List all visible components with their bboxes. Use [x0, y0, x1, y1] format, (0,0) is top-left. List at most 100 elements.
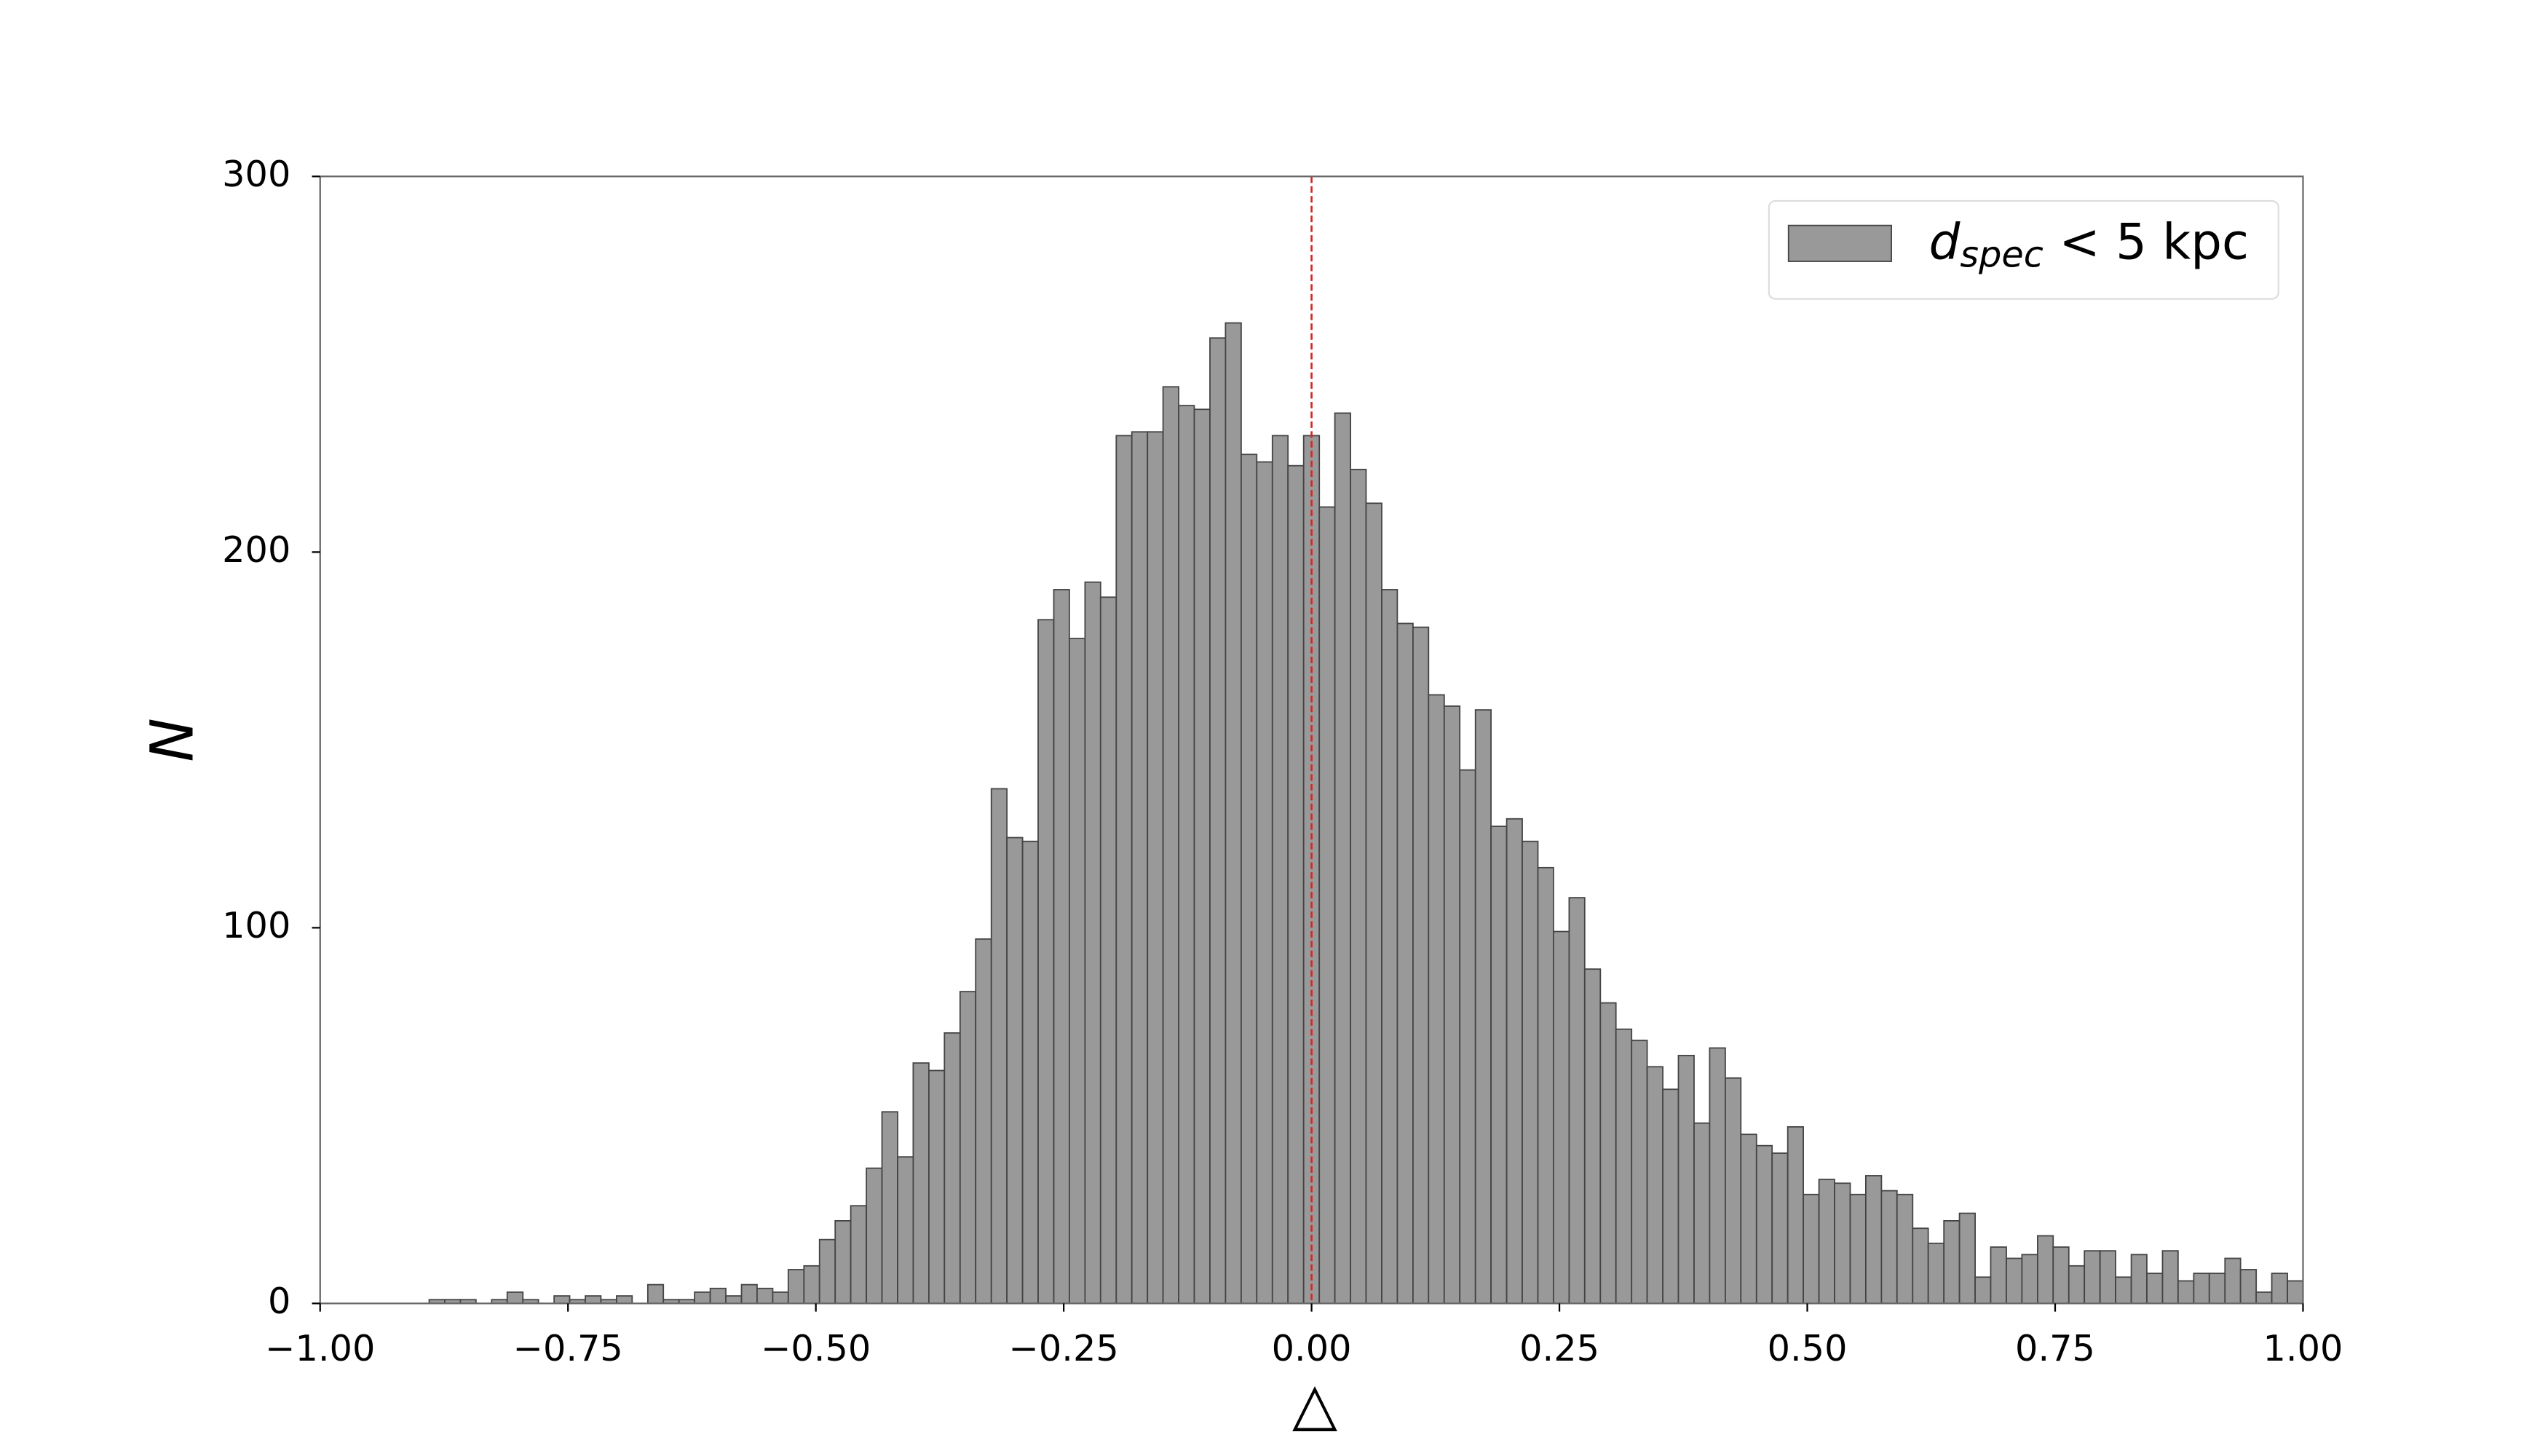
histogram-bar	[1662, 1088, 1679, 1305]
histogram-bar	[2193, 1273, 2210, 1305]
x-tick-label: 1.00	[2263, 1327, 2343, 1369]
histogram-bar	[2068, 1265, 2086, 1305]
legend: dspec < 5 kpc	[1768, 199, 2279, 300]
histogram-bar	[1256, 461, 1273, 1305]
histogram-bar	[1178, 405, 1195, 1305]
histogram-bar	[694, 1291, 711, 1305]
x-tick-label: −1.00	[265, 1327, 375, 1369]
histogram-bar	[2115, 1276, 2132, 1305]
histogram-bar	[1709, 1047, 1726, 1305]
histogram-bar	[787, 1269, 805, 1305]
histogram-bar	[1943, 1219, 1961, 1305]
histogram-bar	[1740, 1133, 1757, 1305]
histogram-bar	[1568, 897, 1586, 1305]
histogram-bar	[912, 1062, 930, 1305]
histogram-bar	[1834, 1182, 1851, 1305]
histogram-bar	[2177, 1280, 2195, 1305]
histogram-bar	[1224, 322, 1242, 1305]
histogram-bar	[646, 1283, 665, 1305]
histogram-bar	[850, 1205, 868, 1305]
histogram-bar	[1803, 1193, 1820, 1305]
histogram-bar	[2084, 1250, 2101, 1305]
histogram-bar	[1771, 1152, 1789, 1305]
histogram-bar	[2255, 1291, 2273, 1305]
y-tick-label: 100	[222, 904, 290, 946]
x-tick-label: 0.25	[1519, 1327, 1599, 1369]
histogram-bar	[772, 1291, 789, 1305]
histogram-bar	[1334, 412, 1352, 1305]
histogram-bar	[943, 1032, 961, 1305]
histogram-bar	[1318, 506, 1336, 1305]
histogram-bar	[990, 788, 1008, 1305]
histogram-bar	[740, 1283, 758, 1305]
histogram-bar	[2271, 1273, 2288, 1305]
histogram-bar	[1443, 705, 1461, 1305]
y-tick-label: 300	[222, 153, 290, 195]
histogram-bar	[1818, 1179, 1835, 1305]
histogram-bar	[1021, 840, 1039, 1305]
histogram-bar	[1162, 386, 1180, 1305]
histogram-bar	[506, 1291, 524, 1305]
histogram-bar	[1522, 840, 1539, 1305]
x-axis-label: △	[1292, 1370, 1337, 1439]
histogram-bar	[553, 1295, 571, 1305]
y-tick-label: 0	[268, 1280, 290, 1322]
histogram-bar	[2130, 1254, 2148, 1305]
histogram-bar	[1474, 709, 1492, 1305]
histogram-bar	[1459, 769, 1476, 1305]
histogram-bar	[928, 1069, 946, 1305]
histogram-bar	[2036, 1235, 2054, 1305]
histogram-bar	[1583, 968, 1602, 1305]
histogram-bar	[1677, 1054, 1695, 1305]
histogram-bar	[2052, 1246, 2070, 1305]
histogram-bar	[2208, 1273, 2226, 1305]
histogram-bar	[1099, 596, 1117, 1305]
histogram-bar	[1631, 1040, 1648, 1305]
histogram-bar	[2021, 1254, 2038, 1305]
legend-box	[1768, 199, 2279, 300]
x-tick-label: −0.25	[1009, 1327, 1119, 1369]
histogram-bar	[1912, 1227, 1929, 1305]
histogram-bar	[881, 1111, 898, 1305]
histogram-bar	[1506, 818, 1523, 1305]
histogram-bar	[1381, 589, 1398, 1305]
histogram-bar	[1646, 1066, 1664, 1305]
histogram-bar	[1490, 826, 1508, 1305]
histogram-bar	[709, 1287, 727, 1305]
histogram-bar	[1896, 1193, 1914, 1305]
histogram-bar	[1302, 435, 1321, 1305]
plot-area: −1.00 −0.75 −0.50 −0.25 0.00 0.25 0.50 0.75 1.00…	[222, 153, 2343, 1369]
histogram-bar	[1037, 619, 1055, 1305]
histogram-bar	[1599, 1002, 1617, 1305]
histogram-bar	[1412, 626, 1430, 1305]
histogram-bar	[2239, 1269, 2258, 1305]
histogram-bar	[818, 1238, 836, 1305]
histogram-bar	[2099, 1250, 2116, 1305]
histogram-bar	[1990, 1246, 2007, 1305]
histogram-bar	[1271, 435, 1289, 1305]
x-tick-label: 0.00	[1272, 1327, 1352, 1369]
histogram-bar	[2146, 1273, 2164, 1305]
x-tick-label: −0.50	[761, 1327, 871, 1369]
legend-label: dspec < 5 kpc	[1929, 213, 2249, 275]
histogram-bar	[1428, 694, 1445, 1305]
y-tick-label: 200	[222, 529, 290, 571]
histogram-bar	[1209, 337, 1227, 1305]
histogram-bar	[1115, 435, 1133, 1305]
legend-swatch	[1787, 224, 1892, 262]
histogram-bar	[1241, 454, 1258, 1305]
x-tick-label: 0.50	[1768, 1327, 1848, 1369]
y-axis-label: N	[138, 718, 207, 761]
histogram-bar	[1084, 581, 1101, 1305]
histogram-bar	[616, 1295, 633, 1305]
histogram-bar	[1053, 589, 1070, 1305]
histogram-bar	[1927, 1242, 1945, 1305]
histogram-bar	[1006, 836, 1024, 1305]
histogram-bar	[725, 1295, 743, 1305]
histogram-bar	[1131, 431, 1149, 1305]
histogram-bar	[1537, 866, 1554, 1305]
histogram-bar	[1974, 1276, 1992, 1305]
histogram-bar	[2161, 1250, 2179, 1305]
histogram-bar	[803, 1265, 820, 1305]
histogram-bar	[1193, 408, 1211, 1305]
